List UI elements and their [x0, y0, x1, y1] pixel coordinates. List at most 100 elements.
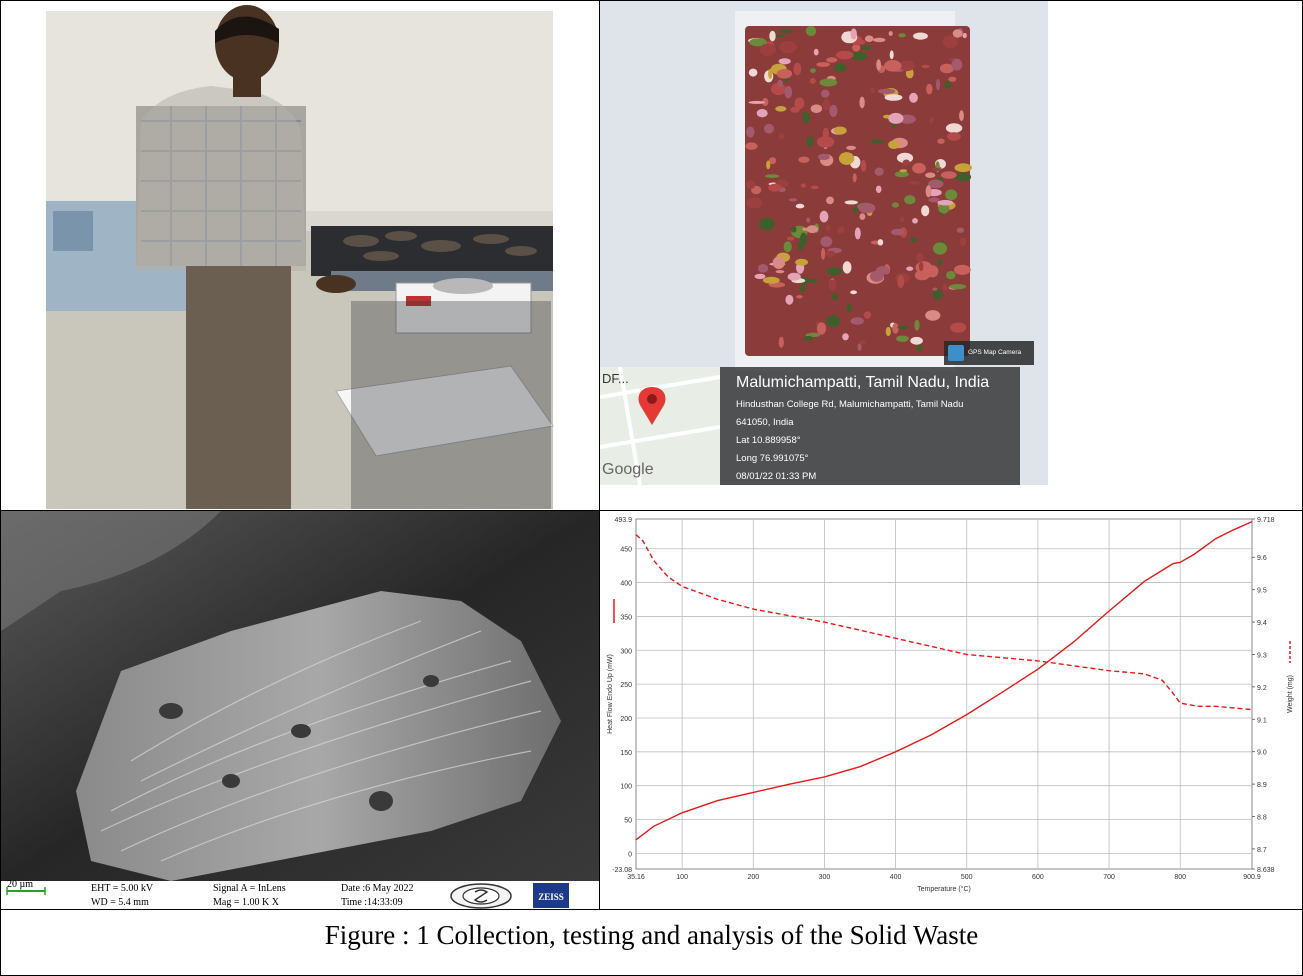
sample-flake: [775, 270, 785, 274]
y-right-tick-label: 8.9: [1257, 782, 1267, 789]
sample-flake: [786, 236, 795, 241]
sample-flake: [959, 236, 967, 247]
y-left-tick-label: 350: [620, 614, 632, 621]
sample-flake: [816, 322, 827, 335]
camera-icon: [948, 345, 964, 361]
lab-photo: [46, 5, 554, 509]
sample-flake: [939, 63, 954, 74]
sample-flake: [945, 189, 958, 201]
sample-flake: [746, 180, 756, 189]
svg-text:ZEISS: ZEISS: [538, 892, 564, 902]
y-right-tick-label: 9.2: [1257, 685, 1267, 692]
sample-flake: [850, 317, 864, 325]
sample-flake: [921, 205, 930, 217]
sample-flake: [952, 29, 963, 38]
sample-flake: [858, 340, 867, 345]
sample-flake: [936, 78, 940, 91]
institution-logo: [450, 883, 512, 909]
sample-flake: [850, 28, 857, 40]
sample-flake: [846, 304, 852, 312]
sample-flake: [956, 227, 965, 233]
y-right-tick-label: 8.7: [1257, 847, 1267, 854]
sample-flake: [746, 197, 763, 209]
sem-signal: Signal A = InLens: [213, 883, 286, 894]
sample-flake: [787, 272, 801, 281]
sample-flake: [813, 48, 819, 56]
mini-map: DF... Google: [600, 367, 720, 485]
sample-flake: [852, 173, 857, 183]
sample-flake: [778, 58, 791, 65]
sample-flake: [819, 210, 829, 223]
sample-flake: [776, 69, 793, 79]
sample-flake: [754, 273, 766, 280]
x-tick-label: 100: [676, 874, 688, 881]
sample-flake: [916, 344, 923, 353]
sample-flake: [768, 68, 773, 80]
geotag-lat: Lat 10.889958°: [736, 435, 801, 446]
sample-flake: [942, 283, 948, 292]
sample-flake: [794, 97, 805, 110]
sample-flake: [931, 167, 941, 171]
sample-flake: [859, 213, 866, 221]
y-left-tick-label: -23.08: [612, 867, 632, 874]
sample-flake: [913, 32, 928, 40]
sample-flake: [899, 169, 908, 173]
sample-flake: [817, 153, 830, 161]
sample-flake: [925, 310, 941, 321]
sample-flake: [951, 58, 963, 71]
sample-flake: [888, 140, 900, 149]
sem-mag: Mag = 1.00 K X: [213, 897, 280, 908]
sample-flake: [946, 271, 956, 280]
sample-flake: [802, 111, 810, 124]
x-tick-label: 600: [1032, 874, 1044, 881]
sample-flake: [926, 83, 933, 95]
y-right-tick-label: 9.6: [1257, 555, 1267, 562]
sample-flake: [781, 45, 798, 50]
geotag-box: Malumichampatti, Tamil Nadu, India Hindu…: [720, 367, 1020, 485]
sample-flake: [810, 185, 819, 190]
sample-flake: [778, 133, 785, 140]
x-tick-label: 700: [1103, 874, 1115, 881]
sample-flake: [912, 218, 918, 224]
geotag-long: Long 76.991075°: [736, 453, 809, 464]
sample-flake: [877, 88, 896, 95]
sample-flake: [804, 279, 818, 283]
sample-flake: [769, 30, 776, 42]
y-left-tick-label: 450: [620, 547, 632, 554]
sample-flake: [908, 181, 920, 185]
zeiss-logo: ZEISS: [533, 883, 569, 908]
sample-flake: [953, 264, 971, 275]
sample-flake: [897, 275, 905, 288]
sample-flake: [796, 295, 803, 299]
sample-flake: [822, 99, 831, 111]
sample-flake: [877, 239, 884, 246]
map-pin-icon: [638, 387, 666, 425]
geotag-datetime: 08/01/22 01:33 PM: [736, 471, 817, 482]
sample-flake: [775, 106, 787, 112]
gps-badge-label: GPS Map Camera: [968, 349, 1022, 356]
y-right-axis-title: Weight (mg): [1287, 675, 1294, 713]
sem-image-cell: 20 µm EHT = 5.00 kV WD = 5.4 mm Signal A…: [0, 510, 600, 910]
sample-flake: [821, 89, 830, 98]
y-right-tick-label: 9.3: [1257, 652, 1267, 659]
sample-flake: [918, 261, 924, 272]
sem-eht: EHT = 5.00 kV: [91, 883, 154, 894]
sample-flake: [858, 202, 876, 214]
sample-flake: [790, 106, 800, 113]
sample-flake: [795, 258, 808, 266]
sample-flake: [948, 76, 957, 82]
sample-flake: [925, 185, 932, 198]
thermal-analysis-chart: 35.16 100 200 300 400 500 600 700 800 900.9493.94…: [607, 517, 1294, 893]
map-brand: Google: [602, 461, 654, 478]
sem-wd: WD = 5.4 mm: [91, 897, 149, 908]
sample-flake: [762, 276, 780, 284]
sample-flake: [874, 167, 884, 176]
y-right-tick-label: 9.0: [1257, 750, 1267, 757]
sample-flake: [816, 62, 830, 67]
sample-flake: [921, 64, 930, 69]
sample-flake: [799, 232, 808, 246]
sample-flake: [910, 237, 917, 243]
sample-flake: [954, 163, 972, 173]
scale-label: 20 µm: [7, 879, 33, 890]
y-left-tick-label: 100: [620, 784, 632, 791]
